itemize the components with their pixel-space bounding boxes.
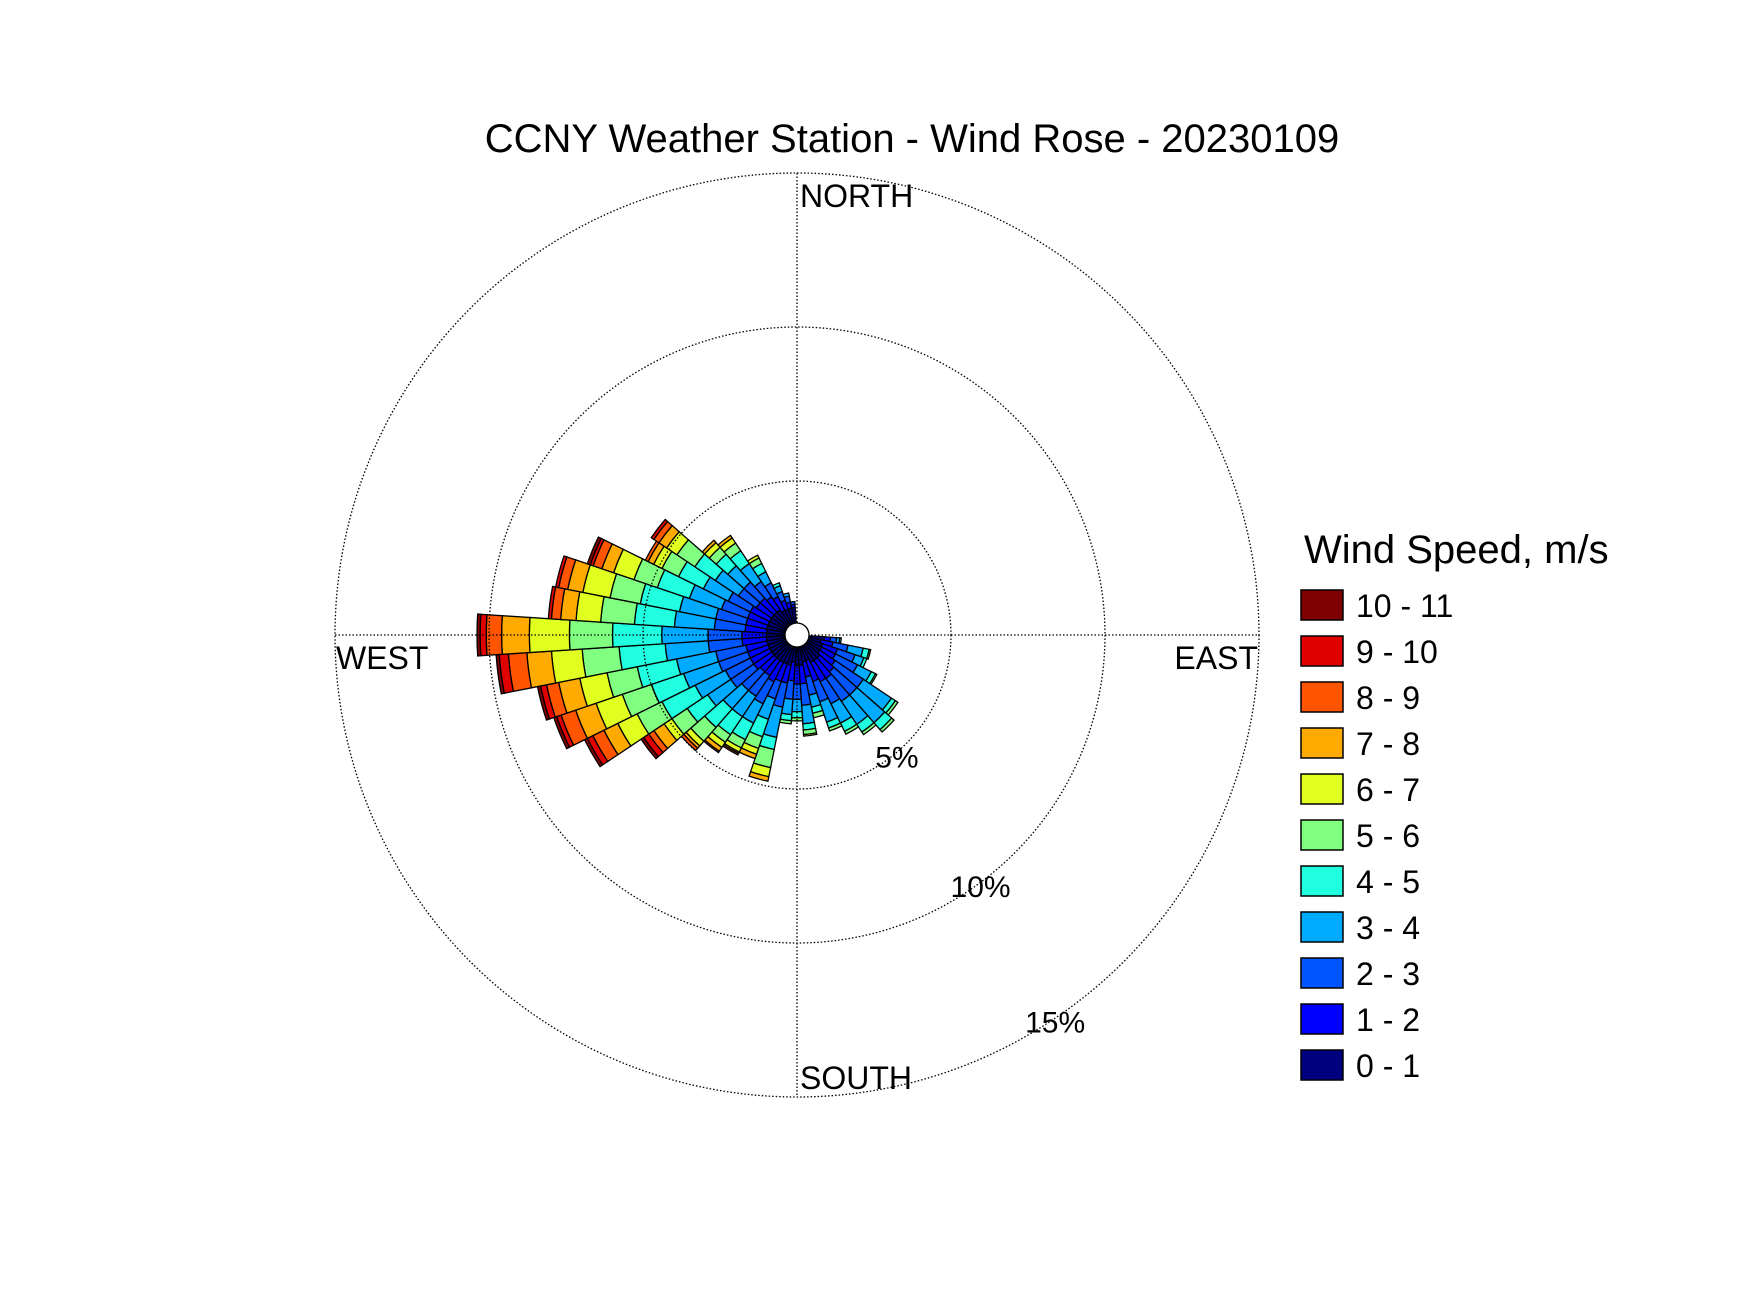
sector-262.5-bin-7 (526, 650, 557, 689)
chart-title: CCNY Weather Station - Wind Rose - 20230… (485, 117, 1340, 161)
sector-322.5-bin-7 (717, 534, 734, 549)
legend-swatch-9 (1300, 1003, 1344, 1035)
sector-285-bin-9 (554, 555, 568, 589)
legend-label-0: 10 - 11 (1356, 588, 1453, 624)
legend-label-1: 9 - 10 (1356, 634, 1438, 670)
wind-rose-sectors (476, 518, 899, 782)
sector-307.5-bin-9 (650, 518, 669, 541)
sector-105-bin-5 (865, 648, 872, 660)
calm-center (784, 622, 810, 648)
legend-label-9: 1 - 2 (1356, 1002, 1420, 1038)
sector-157.5-bin-5 (827, 722, 843, 732)
legend-label-8: 2 - 3 (1356, 956, 1420, 992)
legend-label-6: 4 - 5 (1356, 864, 1420, 900)
sector-337.5-bin-4 (771, 581, 782, 590)
sector-262.5-bin-6 (550, 648, 587, 684)
legend-title: Wind Speed, m/s (1304, 528, 1609, 572)
legend-label-3: 7 - 8 (1356, 726, 1420, 762)
legend-swatch-8 (1300, 957, 1344, 989)
sector-142.5-bin-5 (860, 721, 877, 736)
sector-292.5-bin-10 (586, 536, 603, 566)
sector-277.5-bin-9 (547, 585, 557, 620)
legend-swatch-4 (1300, 773, 1344, 805)
legend-label-7: 3 - 4 (1356, 910, 1420, 946)
legend-swatch-6 (1300, 865, 1344, 897)
north-label: NORTH (800, 178, 913, 214)
ring-labels: 5% 10% 15% (875, 742, 1085, 1040)
sector-352.5-bin-2 (789, 600, 796, 606)
legend-swatch-5 (1300, 819, 1344, 851)
ring-label-5: 5% (875, 742, 918, 775)
sector-187.5-bin-5 (778, 718, 793, 725)
legend-swatch-2 (1300, 681, 1344, 713)
legend-swatch-1 (1300, 635, 1344, 667)
sector-315-bin-7 (701, 539, 717, 555)
legend-label-5: 5 - 6 (1356, 818, 1420, 854)
legend-swatch-0 (1300, 589, 1344, 621)
grid-ring-15 (334, 172, 1260, 1098)
legend-swatch-7 (1300, 911, 1344, 943)
legend-label-4: 6 - 7 (1356, 772, 1420, 808)
legend-swatch-3 (1300, 727, 1344, 759)
south-label: SOUTH (800, 1060, 912, 1096)
legend-label-10: 0 - 1 (1356, 1048, 1420, 1084)
sector-172.5-bin-6 (802, 732, 818, 737)
sector-195-bin-7 (748, 770, 770, 782)
west-label: WEST (336, 640, 428, 676)
legend-swatch-10 (1300, 1049, 1344, 1081)
sector-135-bin-5 (879, 717, 895, 733)
sector-330-bin-6 (746, 554, 760, 565)
ring-label-10: 10% (951, 871, 1011, 904)
sector-345-bin-3 (782, 592, 791, 599)
legend-label-2: 8 - 9 (1356, 680, 1420, 716)
ring-label-15: 15% (1025, 1007, 1085, 1040)
legend: 10 - 11 9 - 10 8 - 9 7 - 8 6 - 7 5 - 6 4 - 5 3 … (1300, 588, 1453, 1084)
east-label: EAST (1174, 640, 1258, 676)
sector-150-bin-5 (843, 723, 860, 736)
sector-270-bin-7 (500, 614, 531, 656)
